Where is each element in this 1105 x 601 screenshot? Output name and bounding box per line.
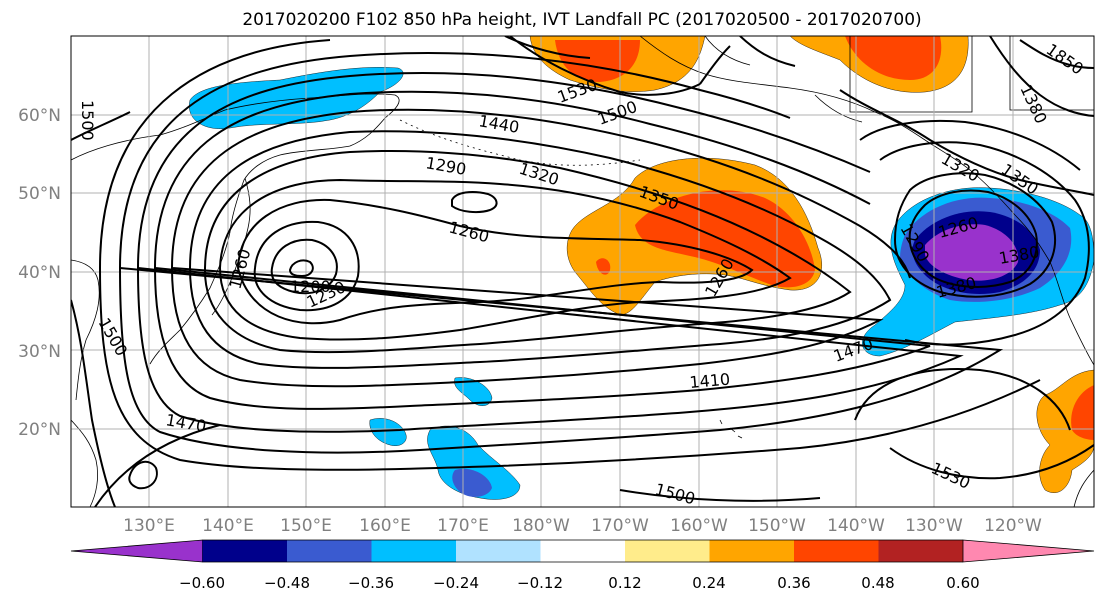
lat-label: 60°N [18, 106, 61, 126]
lon-label: 170°W [591, 516, 649, 536]
colorbar-segment [202, 540, 287, 562]
colorbar-segment [371, 540, 456, 562]
colorbar-outline [202, 539, 963, 563]
colorbar-tick-labels: −0.60 −0.48 −0.36 −0.24 −0.12 0.12 0.24 … [179, 574, 980, 592]
height-contour [153, 90, 931, 410]
ivt-shading [189, 36, 1094, 500]
lat-label: 30°N [18, 342, 61, 362]
lon-label: 160°W [670, 516, 728, 536]
height-contour [203, 149, 852, 354]
positive-anomaly-baja-core [1071, 385, 1094, 440]
lon-label: 180°W [512, 516, 570, 536]
height-contour [504, 36, 701, 96]
colorbar-segment [878, 540, 963, 562]
height-contour [739, 36, 796, 67]
negative-anomaly-hawaii-b-core [452, 468, 492, 497]
colorbar-tick-label: −0.60 [179, 574, 225, 592]
colorbar-tick-label: −0.48 [264, 574, 310, 592]
negative-anomaly-hawaii-b [427, 425, 521, 500]
colorbar-tick-label: 0.24 [692, 574, 725, 592]
lon-label: 160°E [359, 516, 411, 536]
lon-label: 140°W [827, 516, 885, 536]
colorbar [70, 539, 1095, 563]
height-contours [71, 36, 1094, 507]
height-contour [188, 130, 892, 369]
longitude-labels: 130°E 140°E 150°E 160°E 170°E 180°W 170°… [123, 516, 1042, 536]
height-contour [270, 238, 338, 295]
colorbar-extend-low [70, 539, 203, 563]
map-panel: 1500 1530 1500 1440 1290 1320 1350 1260 … [71, 36, 1094, 507]
height-contour [893, 172, 1056, 298]
height-contour [1019, 39, 1094, 69]
height-contour [908, 189, 1038, 288]
height-contour [236, 198, 754, 325]
colorbar-segment [287, 540, 372, 562]
lon-label: 140°E [202, 516, 254, 536]
colorbar-segment [625, 540, 710, 562]
colorbar-segment [456, 540, 541, 562]
colorbar-tick-label: 0.36 [777, 574, 810, 592]
colorbar-segment [540, 540, 625, 562]
colorbar-tick-label: −0.12 [517, 574, 563, 592]
height-contour [94, 424, 221, 507]
positive-anomaly-central-pacific-core [635, 190, 815, 288]
height-contour [288, 259, 314, 278]
height-contour [879, 141, 1090, 346]
colorbar-segment [794, 540, 879, 562]
lon-label: 130°W [905, 516, 963, 536]
lon-label: 150°E [280, 516, 332, 536]
contour-label: 1500 [78, 100, 97, 141]
lon-label: 120°W [984, 516, 1042, 536]
colorbar-segment [709, 540, 794, 562]
height-contour [451, 191, 498, 214]
height-contour [619, 368, 1071, 502]
height-contour [859, 36, 1094, 171]
colorbar-tick-label: 0.60 [946, 574, 979, 592]
height-contour [118, 52, 1004, 454]
positive-anomaly-north-east-core [845, 36, 942, 80]
lat-label: 50°N [18, 184, 61, 204]
negative-anomaly-hawaii-a [369, 418, 407, 446]
figure-title: 2017020200 F102 850 hPa height, IVT Land… [242, 10, 921, 30]
lat-label: 20°N [18, 420, 61, 440]
contour-label: 1410 [689, 370, 731, 392]
lon-label: 130°E [123, 516, 175, 536]
lat-label: 40°N [18, 263, 61, 283]
lon-label: 150°W [748, 516, 806, 536]
height-contour [218, 178, 792, 341]
height-contour [839, 89, 1094, 196]
colorbar-tick-label: −0.24 [433, 574, 479, 592]
lon-label: 170°E [437, 516, 489, 536]
height-contour [170, 108, 911, 388]
height-contour [71, 111, 131, 507]
height-contour [253, 220, 360, 312]
height-contour [699, 45, 731, 85]
colorbar-tick-label: 0.48 [861, 574, 894, 592]
positive-anomaly-small-spot [596, 258, 611, 275]
country-boundary-box [849, 36, 973, 113]
graticule [71, 36, 1094, 507]
colorbar-extend-high [962, 539, 1095, 563]
height-contour [128, 460, 158, 490]
contour-label: 1200 [290, 277, 331, 296]
latitude-labels: 60°N 50°N 40°N 30°N 20°N [18, 106, 61, 440]
colorbar-tick-label: −0.36 [348, 574, 394, 592]
negative-anomaly-west-coast-core [925, 224, 1019, 281]
height-contour [889, 444, 1094, 480]
map-frame [70, 35, 1095, 508]
height-contour [99, 39, 1041, 471]
colorbar-tick-label: 0.12 [608, 574, 641, 592]
coastline-north-america-west [1014, 214, 1094, 507]
height-contour [136, 71, 964, 433]
